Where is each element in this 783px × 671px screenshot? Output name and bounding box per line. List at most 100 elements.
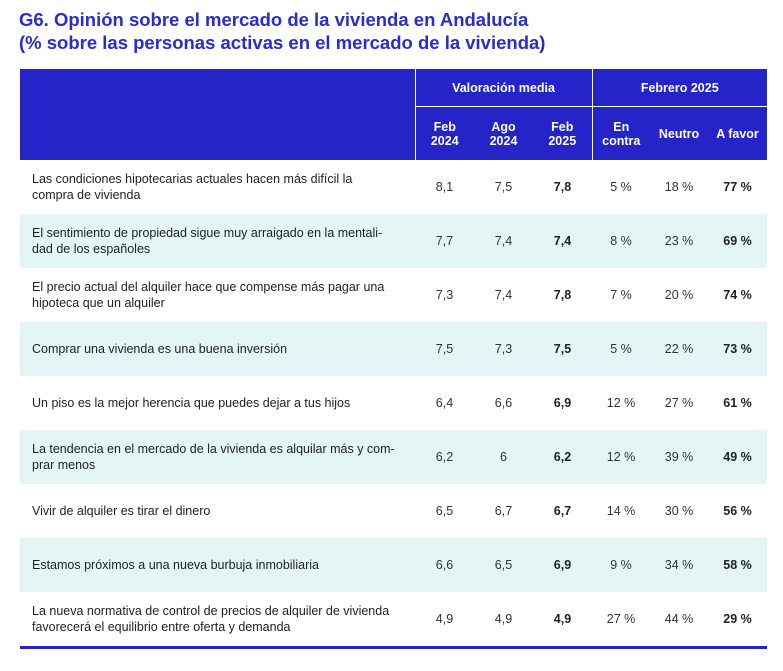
value-cell-feb-2025: 7,8 <box>533 268 592 322</box>
value-cell-ago-2024: 7,5 <box>474 160 533 214</box>
statement-cell: Vivir de alquiler es tirar el dinero <box>20 484 415 538</box>
value-cell-neutro: 22 % <box>650 322 708 376</box>
value-cell-neutro: 30 % <box>650 484 708 538</box>
table-row: Vivir de alquiler es tirar el dinero 6,5 6… <box>20 484 767 538</box>
header-empty-cell <box>20 69 415 107</box>
header-label-line: contra <box>602 133 641 148</box>
header-empty-cell <box>20 106 415 160</box>
value-cell-feb-2024: 7,3 <box>415 268 474 322</box>
value-cell-a-favor: 49 % <box>708 430 767 484</box>
header-col-ago-2024: Ago 2024 <box>474 106 533 160</box>
table-row: El sentimiento de propiedad sigue muy ar… <box>20 214 767 268</box>
value-cell-neutro: 23 % <box>650 214 708 268</box>
header-col-neutro: Neutro <box>650 106 708 160</box>
statement-line: Comprar una vivienda es una buena invers… <box>32 342 288 356</box>
header-label-line: 2024 <box>489 133 518 148</box>
value-cell-feb-2024: 6,6 <box>415 538 474 592</box>
table-row: Estamos próximos a una nueva burbuja inm… <box>20 538 767 592</box>
statement-line: hipoteca que un alquiler <box>32 296 165 310</box>
statement-line: favorecerá el equilibrio entre oferta y … <box>32 620 291 634</box>
statement-cell: La nueva normativa de control de precios… <box>20 592 415 649</box>
value-cell-feb-2024: 7,7 <box>415 214 474 268</box>
header-label-line: Ago <box>491 119 516 134</box>
value-cell-a-favor: 56 % <box>708 484 767 538</box>
value-cell-en-contra: 14 % <box>592 484 650 538</box>
header-label-line: Feb <box>433 119 456 134</box>
statement-cell: La tendencia en el mercado de la viviend… <box>20 430 415 484</box>
header-col-a-favor: A favor <box>708 106 767 160</box>
statement-cell: Las condiciones hipotecarias actuales ha… <box>20 160 415 214</box>
value-cell-a-favor: 61 % <box>708 376 767 430</box>
statement-line: dad de los españoles <box>32 242 151 256</box>
statement-line: Las condiciones hipotecarias actuales ha… <box>32 172 353 186</box>
value-cell-a-favor: 77 % <box>708 160 767 214</box>
value-cell-a-favor: 74 % <box>708 268 767 322</box>
value-cell-en-contra: 9 % <box>592 538 650 592</box>
value-cell-en-contra: 12 % <box>592 376 650 430</box>
table-row: La tendencia en el mercado de la viviend… <box>20 430 767 484</box>
value-cell-a-favor: 73 % <box>708 322 767 376</box>
header-col-feb-2025: Feb 2025 <box>533 106 592 160</box>
statement-cell: El sentimiento de propiedad sigue muy ar… <box>20 214 415 268</box>
value-cell-ago-2024: 7,3 <box>474 322 533 376</box>
header-group-valoracion: Valoración media <box>414 69 592 107</box>
value-cell-ago-2024: 6,6 <box>474 376 533 430</box>
value-cell-ago-2024: 6 <box>474 430 533 484</box>
value-cell-neutro: 34 % <box>650 538 708 592</box>
table-row: Un piso es la mejor herencia que puedes … <box>20 376 767 430</box>
value-cell-en-contra: 8 % <box>592 214 650 268</box>
value-cell-neutro: 44 % <box>650 592 708 649</box>
value-cell-neutro: 18 % <box>650 160 708 214</box>
statement-cell: Estamos próximos a una nueva burbuja inm… <box>20 538 415 592</box>
value-cell-ago-2024: 6,5 <box>474 538 533 592</box>
statement-cell: Un piso es la mejor herencia que puedes … <box>20 376 415 430</box>
header-col-feb-2024: Feb 2024 <box>414 106 474 160</box>
value-cell-feb-2024: 6,5 <box>415 484 474 538</box>
statement-line: La tendencia en el mercado de la viviend… <box>32 442 395 456</box>
header-label-line: Feb <box>551 119 574 134</box>
value-cell-ago-2024: 7,4 <box>474 214 533 268</box>
header-label-line: En <box>613 119 630 134</box>
header-label-line: 2025 <box>548 133 577 148</box>
header-label-line: A favor <box>716 126 759 141</box>
header-group-febrero: Febrero 2025 <box>591 69 767 107</box>
value-cell-neutro: 39 % <box>650 430 708 484</box>
value-cell-feb-2024: 8,1 <box>415 160 474 214</box>
value-cell-neutro: 20 % <box>650 268 708 322</box>
value-cell-feb-2025: 6,9 <box>533 376 592 430</box>
value-cell-feb-2025: 7,5 <box>533 322 592 376</box>
value-cell-en-contra: 27 % <box>592 592 650 649</box>
value-cell-a-favor: 69 % <box>708 214 767 268</box>
value-cell-feb-2024: 4,9 <box>415 592 474 649</box>
statement-line: Estamos próximos a una nueva burbuja inm… <box>32 558 319 572</box>
value-cell-a-favor: 58 % <box>708 538 767 592</box>
value-cell-en-contra: 5 % <box>592 160 650 214</box>
table-row: Las condiciones hipotecarias actuales ha… <box>20 160 767 214</box>
value-cell-feb-2025: 6,9 <box>533 538 592 592</box>
value-cell-feb-2024: 6,4 <box>415 376 474 430</box>
value-cell-feb-2025: 4,9 <box>533 592 592 649</box>
statement-line: compra de vivienda <box>32 188 141 202</box>
value-cell-en-contra: 5 % <box>592 322 650 376</box>
statement-line: prar menos <box>32 458 96 472</box>
value-cell-feb-2024: 7,5 <box>415 322 474 376</box>
statement-line: Vivir de alquiler es tirar el dinero <box>32 504 211 518</box>
value-cell-ago-2024: 6,7 <box>474 484 533 538</box>
value-cell-feb-2024: 6,2 <box>415 430 474 484</box>
statement-cell: Comprar una vivienda es una buena invers… <box>20 322 415 376</box>
page-title: G6. Opinión sobre el mercado de la vivie… <box>19 8 769 54</box>
statement-line: La nueva normativa de control de precios… <box>32 604 390 618</box>
value-cell-feb-2025: 7,8 <box>533 160 592 214</box>
value-cell-feb-2025: 6,7 <box>533 484 592 538</box>
value-cell-en-contra: 12 % <box>592 430 650 484</box>
header-label-line: Neutro <box>658 126 700 141</box>
table-row: La nueva normativa de control de precios… <box>20 592 767 649</box>
value-cell-a-favor: 29 % <box>708 592 767 649</box>
table-body: Las condiciones hipotecarias actuales ha… <box>20 160 767 649</box>
value-cell-feb-2025: 7,4 <box>533 214 592 268</box>
value-cell-en-contra: 7 % <box>592 268 650 322</box>
title-line-1: G6. Opinión sobre el mercado de la vivie… <box>19 9 529 30</box>
header-label-line: 2024 <box>430 133 459 148</box>
statement-line: Un piso es la mejor herencia que puedes … <box>32 396 351 410</box>
opinion-table: Valoración media Febrero 2025 Feb 2024 Ago… <box>20 69 767 649</box>
